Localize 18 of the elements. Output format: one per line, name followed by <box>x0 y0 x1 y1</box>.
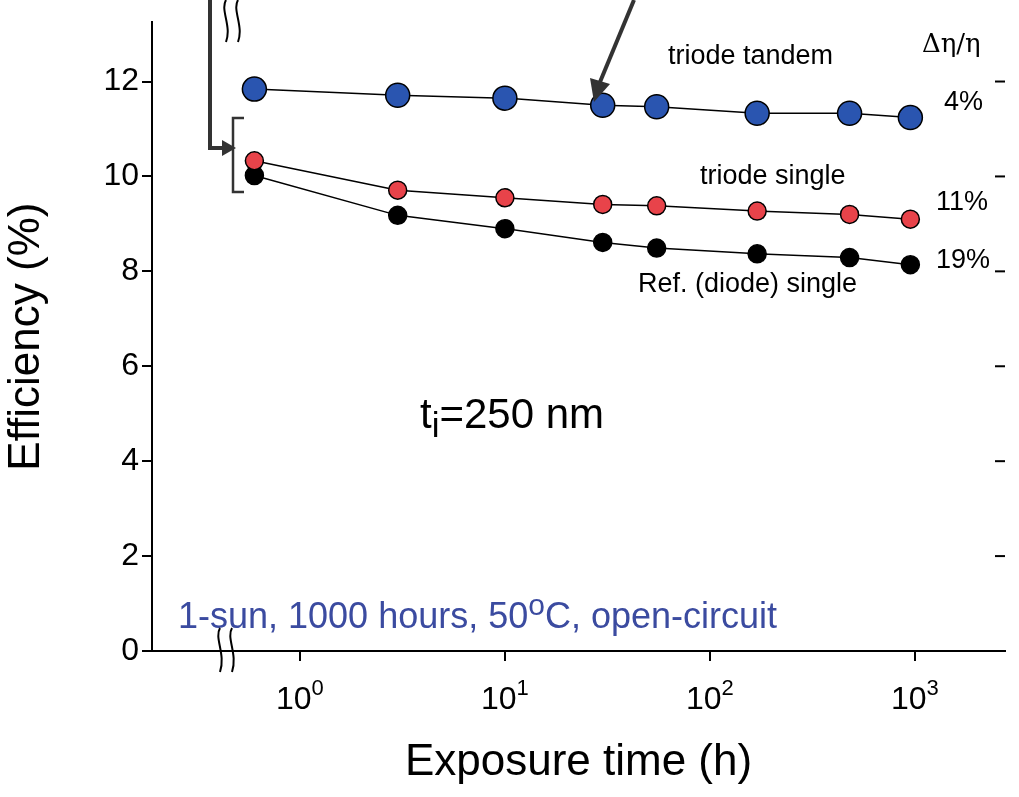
series-label: triode single <box>700 160 846 191</box>
y-tick-label: 4 <box>121 441 139 477</box>
series-label: Ref. (diode) single <box>638 268 858 299</box>
y-tick-label: 12 <box>103 61 139 98</box>
y-tick-label: 0 <box>121 630 139 667</box>
annotation: 11% <box>936 186 989 217</box>
y-tick-label: 10 <box>103 156 139 193</box>
x-axis-title: Exposure time (h) <box>404 734 753 784</box>
annotation: 4% <box>944 86 984 117</box>
annotation: t$_{i}$=250 nm <box>420 390 605 446</box>
y-tick-label: 8 <box>121 251 139 288</box>
annotation: 1-sun, 1000 hours, 50$^{o}$C, open-circuit <box>178 588 778 637</box>
y-axis-title: Efficiency (%) <box>0 202 48 471</box>
series-label: triode tandem <box>668 40 834 71</box>
annotation: Δη/η <box>922 28 981 58</box>
annotation: 19% <box>936 244 991 275</box>
y-tick-label: 2 <box>121 535 139 572</box>
y-tick-label: 6 <box>121 346 139 383</box>
